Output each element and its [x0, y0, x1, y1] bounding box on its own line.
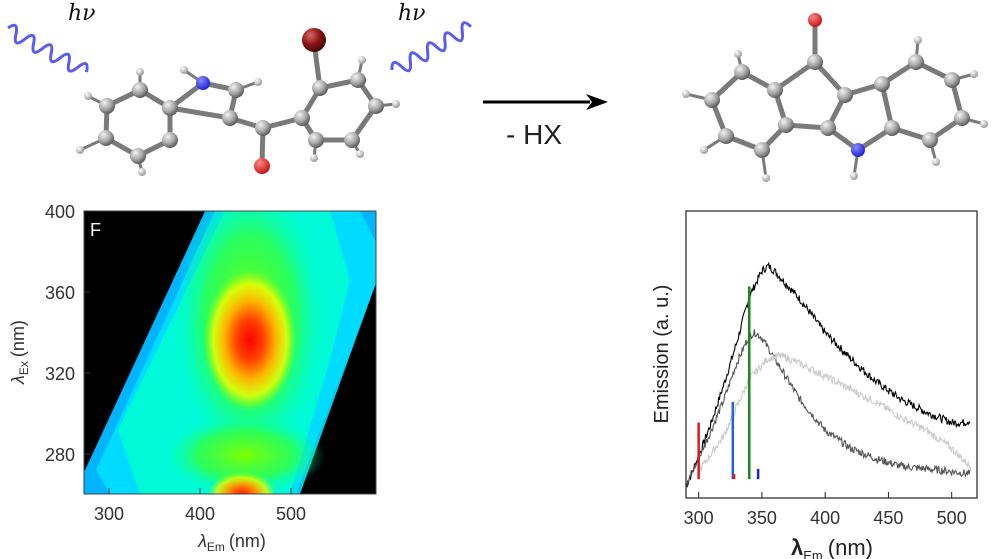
photon-label-right: hν — [398, 1, 426, 26]
nitrogen-atom — [196, 76, 210, 90]
emission-series-2 — [698, 351, 971, 474]
heatmap-x-ticks: 300 400 500 — [94, 488, 306, 524]
emission-x-tick-350: 350 — [747, 508, 777, 528]
heatmap-chart: F 400 360 320 280 300 400 500 λEm (nm) λE… — [8, 202, 377, 554]
heatmap-x-tick-500: 500 — [276, 504, 306, 524]
heatmap-y-tick-320: 320 — [45, 364, 75, 384]
emission-sticks-group — [697, 286, 760, 480]
oxygen-atom — [808, 13, 822, 27]
photon-label-left: hν — [68, 1, 96, 26]
heatmap-y-ticks: 400 360 320 280 — [45, 202, 90, 465]
product-atoms — [682, 13, 988, 182]
photon-wave-left — [7, 23, 89, 73]
emission-series-0 — [685, 261, 971, 488]
oxygen-atom — [254, 158, 270, 174]
heatmap-x-axis-label: λEm (nm) — [197, 531, 266, 554]
emission-x-tick-450: 450 — [873, 508, 903, 528]
heatmap-y-axis-label: λEx(nm) — [8, 320, 31, 385]
emission-series-group — [685, 261, 971, 488]
reaction-arrow-label: - HX — [506, 119, 562, 150]
heatmap-y-tick-400: 400 — [45, 202, 75, 222]
heatmap-panel-label: F — [90, 220, 101, 240]
heatmap-y-tick-360: 360 — [45, 283, 75, 303]
heatmap-hotspot-low — [208, 472, 276, 494]
heatmap-x-tick-300: 300 — [94, 504, 124, 524]
emission-x-axis-label: λEm (nm) — [791, 535, 873, 559]
emission-x-tick-400: 400 — [810, 508, 840, 528]
reaction-scheme: hν hν — [7, 1, 988, 182]
product-molecule — [684, 19, 986, 180]
heatmap-frame — [83, 210, 377, 495]
reactant-molecule — [78, 39, 398, 174]
emission-x-ticks: 300 350 400 450 500 — [684, 492, 967, 528]
emission-x-tick-500: 500 — [937, 508, 967, 528]
emission-x-tick-300: 300 — [684, 508, 714, 528]
bromine-atom — [302, 28, 326, 52]
photon-wave-right — [390, 21, 472, 73]
emission-y-axis-label: Emission (a. u.) — [651, 285, 673, 424]
emission-chart: 300 350 400 450 500 λEm (nm) Emission (a. u.) — [651, 210, 978, 559]
emission-series-1 — [685, 329, 971, 488]
reactant-atoms — [76, 28, 400, 176]
reaction-arrow: - HX — [483, 94, 608, 150]
heatmap-y-tick-280: 280 — [45, 445, 75, 465]
emission-plot-frame — [685, 210, 978, 499]
heatmap-x-tick-400: 400 — [185, 504, 215, 524]
heatmap-hotspot-main — [204, 270, 296, 410]
nitrogen-atom — [851, 143, 865, 157]
